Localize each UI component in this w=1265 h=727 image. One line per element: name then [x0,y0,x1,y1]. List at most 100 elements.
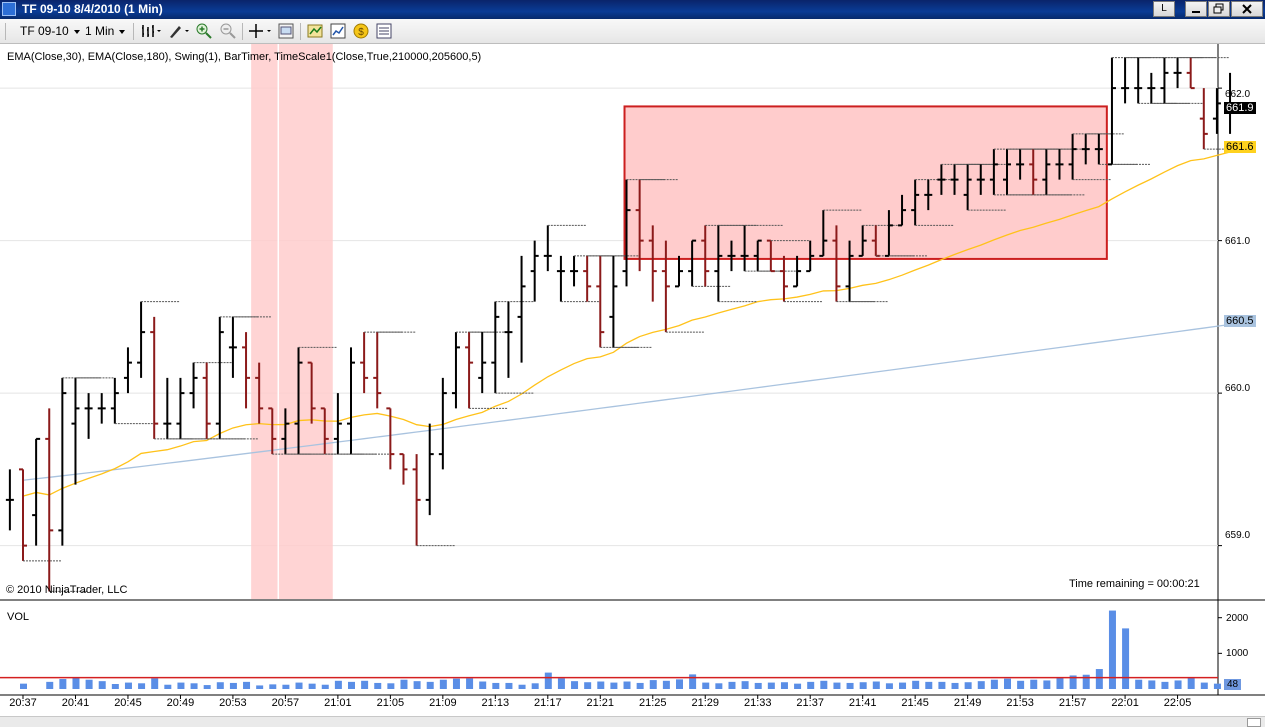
volume-bar [780,682,788,689]
volume-bar [124,682,132,689]
volume-bar [741,681,749,689]
restore-button[interactable] [1208,1,1230,17]
ohlc-bar [950,164,959,195]
volume-panel [0,610,1265,699]
volume-bar [1122,628,1130,689]
ohlc-bar [609,255,618,348]
ohlc-bar [307,361,316,424]
volume-bar [977,681,985,689]
price-tick-label: 661.0 [1225,236,1251,247]
ohlc-bar [320,407,329,455]
volume-bar [938,681,946,689]
draw-tool-icon[interactable] [168,23,190,39]
ohlc-bar [228,316,237,378]
ohlc-bar [202,362,211,439]
toolbar-separator [300,23,301,40]
ema30-line [22,151,1231,497]
chevron-down-icon [119,29,126,34]
price-tick-label: 662.0 [1225,89,1251,100]
volume-bar [872,681,880,689]
ohlc-bar [530,240,539,302]
chart-trader-icon[interactable]: $ [353,23,369,39]
ohlc-bar [714,225,723,302]
ohlc-bar [819,210,828,257]
ohlc-bar [1003,149,1011,195]
ohlc-bar [635,179,644,272]
crosshair-icon[interactable] [248,23,272,39]
scrollbar-thumb[interactable] [1247,718,1261,727]
zoom-in-icon[interactable] [196,23,212,39]
volume-bar [715,683,723,689]
volume-bar [912,680,920,689]
ohlc-bar [976,164,985,195]
close-icon [1242,4,1252,14]
interval-selector[interactable]: 1 Min [85,23,126,39]
volume-bar [1082,674,1090,689]
volume-bar [1069,675,1077,689]
minimize-button[interactable] [1185,1,1207,17]
volume-bar [925,681,933,689]
bar-style-icon[interactable] [140,23,162,39]
strategies-icon[interactable] [307,23,323,39]
time-tick-label: 20:37 [9,697,37,709]
chevron-down-icon [73,29,80,34]
time-tick-label: 22:05 [1163,697,1192,709]
volume-bar [1017,680,1025,689]
ohlc-bar [110,377,119,424]
volume-bar [229,682,237,689]
ohlc-bar [1094,133,1103,165]
ohlc-bar [84,393,93,439]
volume-bar [1174,680,1182,689]
ohlc-bar [753,239,762,272]
ohlc-bar [1134,57,1143,104]
ema180-value-marker: 660.5 [1224,315,1256,327]
ohlc-bar [281,408,290,455]
volume-bar [151,678,159,689]
time-tick-label: 21:41 [848,697,877,709]
time-tick-label: 22:01 [1111,697,1139,709]
data-box-icon[interactable] [376,23,392,39]
toolbar-grip [5,23,6,40]
ohlc-bar [123,347,132,394]
time-tick-label: 21:01 [324,697,352,709]
ohlc-bar [1068,133,1077,180]
volume-bar [794,683,802,689]
volume-bar [387,683,395,689]
ohlc-bar [242,332,251,409]
properties-icon[interactable] [278,23,294,39]
volume-bar [597,681,605,689]
link-button[interactable]: L [1153,1,1175,17]
ohlc-bar [137,301,146,378]
zoom-out-icon[interactable] [220,23,236,39]
volume-bar [990,679,998,689]
horizontal-scrollbar[interactable] [0,716,1265,727]
time-tick-label: 21:09 [429,697,457,709]
ohlc-bar [491,301,500,394]
ohlc-bar [71,377,80,485]
volume-bar [807,681,815,689]
ohlc-bar [347,347,355,455]
volume-bar [649,680,657,689]
close-button[interactable] [1231,1,1263,17]
volume-bar [466,678,474,689]
chart-area[interactable] [0,44,1265,716]
app-icon [2,2,16,16]
volume-bar [899,682,907,689]
instrument-selector[interactable]: TF 09-10 [20,23,80,39]
ohlc-bar [1016,149,1025,180]
ohlc-bar [1199,88,1208,150]
volume-bar [295,682,303,689]
ohlc-bar [989,149,998,195]
ohlc-bar [898,194,907,227]
restore-icon [1213,3,1224,14]
time-tick-label: 21:33 [743,697,772,709]
ohlc-bar [845,240,854,302]
time-tick-label: 20:41 [61,697,90,709]
volume-tick-label: 2000 [1226,613,1249,624]
price-tick-label: 660.0 [1225,383,1251,394]
volume-bar [610,682,618,689]
ohlc-bar [215,316,224,439]
ohlc-bar [438,377,447,470]
indicators-icon[interactable] [330,23,346,39]
volume-bar [702,682,710,689]
